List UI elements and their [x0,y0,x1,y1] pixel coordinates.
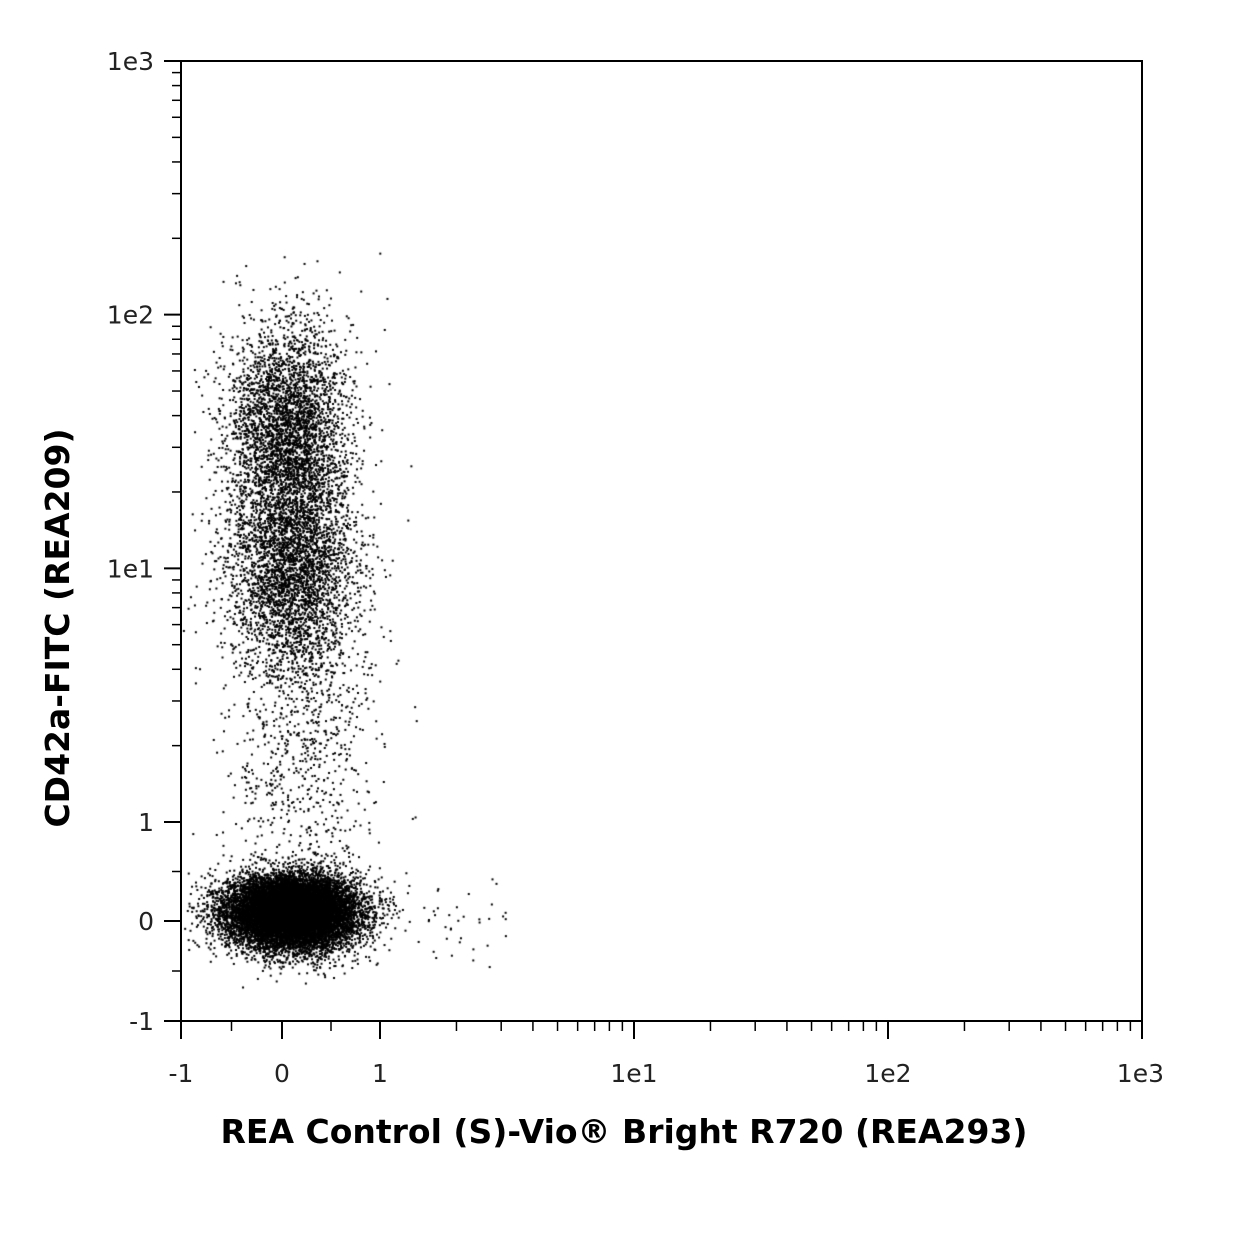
y-tick-label: -1 [129,1007,154,1036]
y-tick-label: 1e1 [107,554,154,583]
y-axis: -1 0 1 1e1 1e2 1e3 [107,47,181,1036]
scatter-points-raster [181,61,1142,1021]
y-axis-title: CD42a-FITC (REA209) [38,428,77,827]
x-axis: -1 0 1 1e1 1e2 1e3 [169,1021,1164,1088]
data-points [181,61,1142,1021]
x-tick-label: 1e1 [610,1059,657,1088]
y-tick-label: 0 [138,907,154,936]
x-tick-label: -1 [169,1059,194,1088]
y-tick-label: 1e2 [107,301,154,330]
x-axis-title: REA Control (S)-Vio® Bright R720 (REA293… [221,1112,1028,1151]
y-tick-label: 1 [138,808,154,837]
x-tick-label: 1 [372,1059,388,1088]
x-tick-label: 0 [274,1059,290,1088]
x-tick-label: 1e2 [864,1059,911,1088]
y-tick-label: 1e3 [107,47,154,76]
x-tick-label: 1e3 [1117,1059,1164,1088]
